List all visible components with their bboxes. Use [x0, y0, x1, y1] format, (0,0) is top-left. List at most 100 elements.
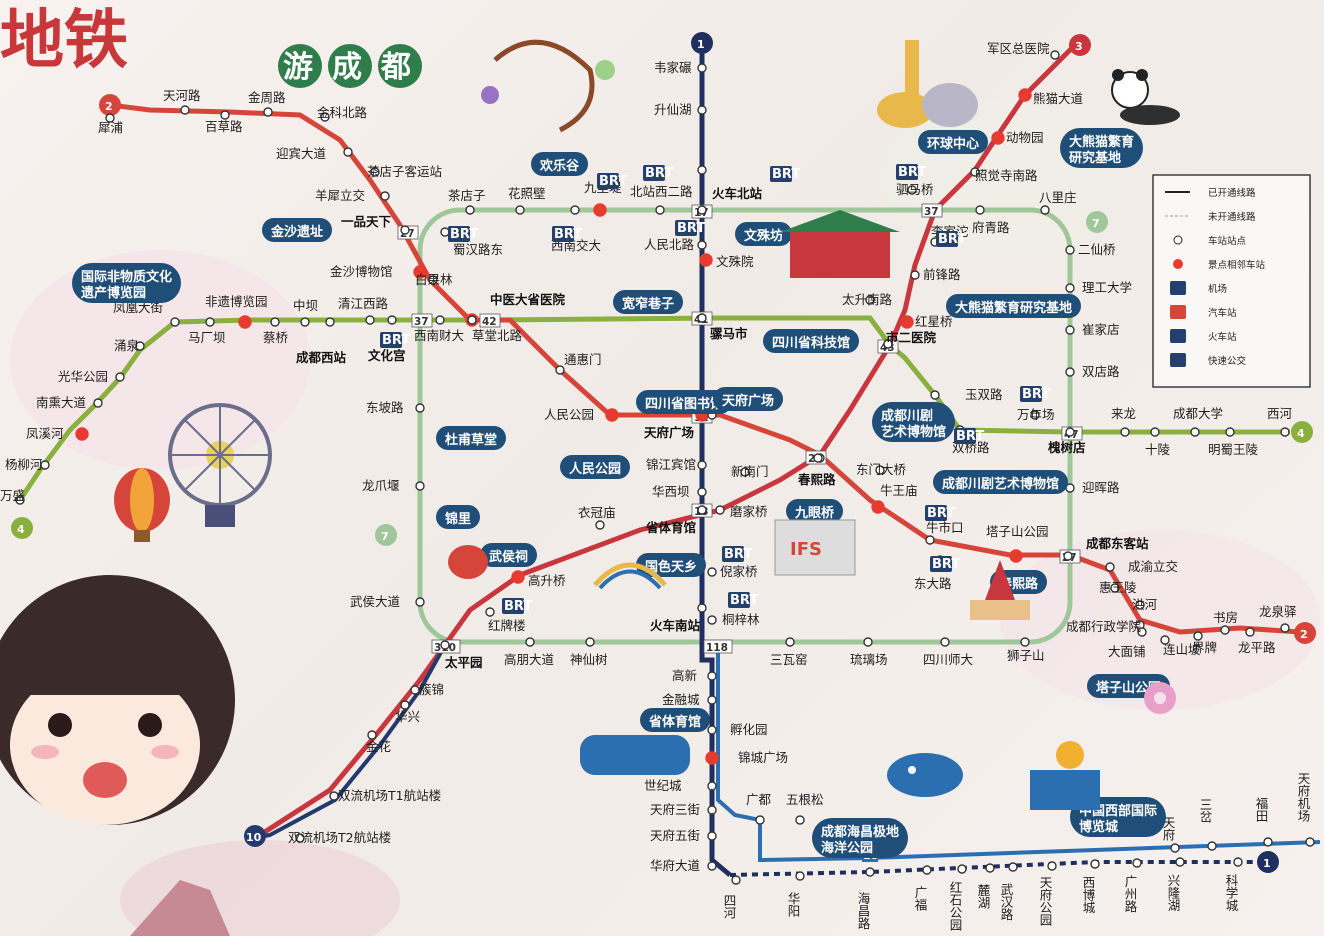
- station-dot-l4-24[interactable]: [1120, 427, 1130, 437]
- station-dot-l2-5[interactable]: [343, 147, 353, 157]
- station-dot-l3-16[interactable]: [440, 640, 450, 650]
- station-dot-l3-12[interactable]: [697, 505, 707, 515]
- station-dot-l2-22[interactable]: [1105, 562, 1115, 572]
- station-dot-l1-17[interactable]: [707, 781, 717, 791]
- station-dot-l1-10[interactable]: [707, 567, 717, 577]
- attraction-bubble-8[interactable]: 杜甫草堂: [436, 426, 506, 450]
- station-dot-l3-7[interactable]: [900, 315, 914, 329]
- station-dot-l4-20[interactable]: [930, 390, 940, 400]
- station-dot-l4-10[interactable]: [300, 317, 310, 327]
- station-dot-l4-1[interactable]: [40, 460, 50, 470]
- station-dot-l3-11[interactable]: [715, 505, 725, 515]
- station-dot-l1-16[interactable]: [705, 751, 719, 765]
- station-dot-l4-11[interactable]: [325, 317, 335, 327]
- attraction-bubble-13[interactable]: 省体育馆: [640, 708, 710, 732]
- station-dot-l1-7[interactable]: [697, 460, 707, 470]
- station-dot-l4-0[interactable]: [15, 495, 25, 505]
- station-dot-l2-24[interactable]: [1135, 600, 1145, 610]
- station-dot-l10-0[interactable]: [367, 730, 377, 740]
- station-dot-l1-20[interactable]: [707, 861, 717, 871]
- station-dot-l1-37[interactable]: [755, 815, 765, 825]
- station-dot-l1-33[interactable]: [1305, 837, 1315, 847]
- station-dot-l1-32[interactable]: [1233, 857, 1243, 867]
- station-dot-l2-16[interactable]: [875, 465, 885, 475]
- station-dot-l1-1[interactable]: [697, 105, 707, 115]
- station-dot-l1-3[interactable]: [697, 240, 707, 250]
- station-dot-l10-1[interactable]: [400, 700, 410, 710]
- station-dot-l2-31[interactable]: [1280, 623, 1290, 633]
- station-dot-l4-22[interactable]: [1030, 410, 1040, 420]
- station-dot-l1-19[interactable]: [707, 831, 717, 841]
- station-dot-l3-9[interactable]: [813, 453, 823, 463]
- station-dot-l1-38[interactable]: [795, 815, 805, 825]
- station-dot-l2-29[interactable]: [1220, 625, 1230, 635]
- station-dot-l2-4[interactable]: [320, 112, 330, 122]
- attraction-bubble-18[interactable]: 成都川剧艺术博物馆: [933, 470, 1068, 494]
- station-dot-l4-26[interactable]: [1190, 427, 1200, 437]
- station-dot-l4-5[interactable]: [135, 341, 145, 351]
- station-dot-l7-22[interactable]: [570, 205, 580, 215]
- station-dot-l1-24[interactable]: [922, 865, 932, 875]
- station-dot-l1-8[interactable]: [697, 487, 707, 497]
- station-dot-l2-23[interactable]: [1110, 583, 1120, 593]
- station-dot-l1-13[interactable]: [707, 671, 717, 681]
- attraction-bubble-4[interactable]: 文殊坊: [735, 222, 792, 246]
- station-dot-l1-28[interactable]: [1047, 861, 1057, 871]
- station-dot-l4-19[interactable]: [883, 339, 893, 349]
- station-dot-l4-9[interactable]: [270, 317, 280, 327]
- station-dot-l7-17[interactable]: [585, 637, 595, 647]
- station-dot-l7-10[interactable]: [1065, 367, 1075, 377]
- station-dot-l7-16[interactable]: [525, 637, 535, 647]
- station-dot-l2-2[interactable]: [220, 110, 230, 120]
- station-dot-l4-27[interactable]: [1225, 427, 1235, 437]
- station-dot-l1-4[interactable]: [699, 253, 713, 267]
- station-dot-l1-30[interactable]: [1132, 858, 1142, 868]
- station-dot-l10-3[interactable]: [329, 791, 339, 801]
- attraction-bubble-19[interactable]: 九眼桥: [786, 499, 843, 523]
- station-dot-l10-4[interactable]: [295, 833, 305, 843]
- station-dot-l1-27[interactable]: [1008, 862, 1018, 872]
- station-dot-l2-12[interactable]: [555, 365, 565, 375]
- station-dot-l2-10[interactable]: [428, 275, 438, 285]
- attraction-bubble-12[interactable]: 国色天乡: [636, 553, 706, 577]
- station-dot-l3-2[interactable]: [991, 131, 1005, 145]
- attraction-bubble-1[interactable]: 金沙遗址: [262, 218, 332, 242]
- station-dot-l7-8[interactable]: [1065, 283, 1075, 293]
- attraction-bubble-10[interactable]: 锦里: [436, 505, 480, 529]
- station-dot-l7-20[interactable]: [940, 637, 950, 647]
- station-dot-l4-14[interactable]: [435, 315, 445, 325]
- station-dot-l3-10[interactable]: [740, 467, 750, 477]
- station-dot-l7-7[interactable]: [1065, 245, 1075, 255]
- station-dot-l1-2[interactable]: [697, 165, 707, 175]
- attraction-bubble-0[interactable]: 欢乐谷: [531, 152, 588, 176]
- station-dot-l7-2[interactable]: [593, 203, 607, 217]
- station-dot-l4-4[interactable]: [115, 372, 125, 382]
- station-dot-l2-3[interactable]: [263, 107, 273, 117]
- station-dot-l1-15[interactable]: [707, 725, 717, 735]
- station-dot-l4-7[interactable]: [205, 317, 215, 327]
- station-dot-l4-17[interactable]: [697, 313, 707, 323]
- station-dot-l2-28[interactable]: [1193, 631, 1203, 641]
- station-dot-l7-9[interactable]: [1065, 325, 1075, 335]
- attraction-bubble-16[interactable]: 大熊猫繁育研究基地: [946, 294, 1081, 318]
- station-dot-l4-28[interactable]: [1280, 427, 1290, 437]
- station-dot-l7-5[interactable]: [975, 205, 985, 215]
- station-dot-l1-18[interactable]: [707, 805, 717, 815]
- station-dot-l7-0[interactable]: [465, 205, 475, 215]
- station-dot-l1-14[interactable]: [707, 695, 717, 705]
- station-dot-l2-1[interactable]: [180, 105, 190, 115]
- attraction-bubble-17[interactable]: 成都川剧艺术博物馆: [872, 402, 955, 442]
- station-dot-l4-13[interactable]: [387, 315, 397, 325]
- station-dot-l7-18[interactable]: [785, 637, 795, 647]
- station-dot-l7-15[interactable]: [413, 265, 427, 279]
- station-dot-l4-3[interactable]: [93, 398, 103, 408]
- attraction-bubble-14[interactable]: 环球中心: [918, 130, 988, 154]
- station-dot-l3-14[interactable]: [511, 570, 525, 584]
- station-dot-l1-21[interactable]: [731, 875, 741, 885]
- station-dot-l7-1[interactable]: [515, 205, 525, 215]
- station-dot-l1-31[interactable]: [1175, 857, 1185, 867]
- station-dot-l1-12[interactable]: [697, 603, 707, 613]
- station-dot-l2-17[interactable]: [871, 500, 885, 514]
- station-dot-l1-26[interactable]: [985, 863, 995, 873]
